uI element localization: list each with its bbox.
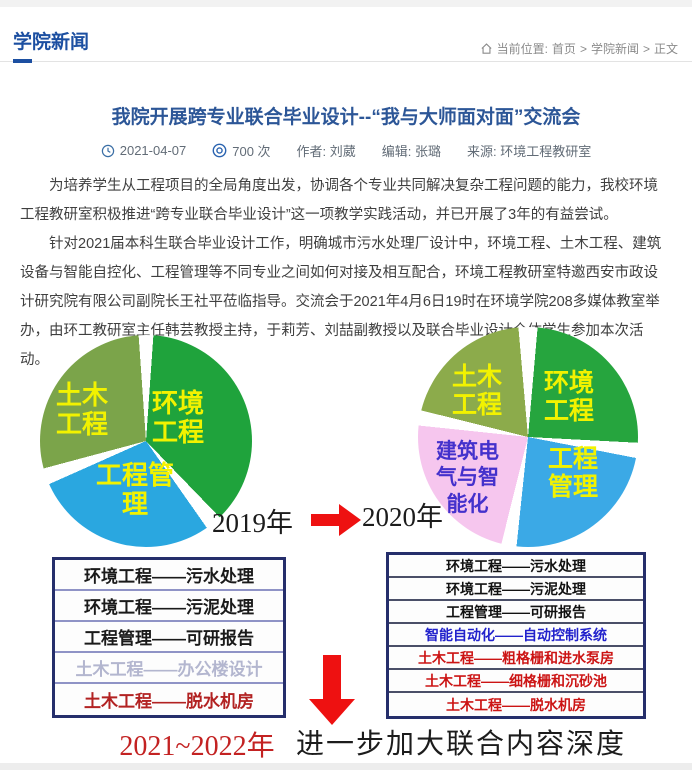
table-row: 土木工程——细格栅和沉砂池	[389, 670, 643, 693]
table-row: 环境工程——污水处理	[55, 560, 283, 591]
down-arrow-icon	[309, 655, 355, 725]
meta-views: 700 次	[212, 141, 271, 160]
topics-table-2020: 环境工程——污水处理 环境工程——污泥处理 工程管理——可研报告 智能自动化——…	[386, 552, 646, 719]
breadcrumb-link-home[interactable]: 首页	[551, 42, 576, 56]
header-divider	[0, 61, 692, 62]
article-meta: 2021-04-07 700 次 作者: 刘葳 编辑: 张璐 来源: 环境工程教…	[0, 141, 692, 160]
breadcrumb: 当前位置: 首页 > 学院新闻 > 正文	[480, 40, 678, 57]
top-strip	[0, 0, 692, 7]
table-row: 环境工程——污水处理	[389, 555, 643, 578]
page-title: 学院新闻	[13, 32, 90, 53]
meta-author: 作者: 刘葳	[296, 144, 356, 159]
table-row: 工程管理——可研报告	[55, 622, 283, 653]
table-row: 土木工程——脱水机房	[55, 684, 283, 715]
table-row: 工程管理——可研报告	[389, 601, 643, 624]
table-row: 土木工程——脱水机房	[389, 693, 643, 716]
article-title: 我院开展跨专业联合毕业设计--“我与大师面对面”交流会	[111, 107, 581, 128]
pie-2020-label-environmental-engineering: 环境 工程	[544, 369, 595, 425]
pie-chart-2020: 土木 工程 环境 工程 建筑电 气与智 能化 工程 管理	[418, 327, 638, 547]
table-row: 环境工程——污泥处理	[55, 591, 283, 622]
topics-table-2019: 环境工程——污水处理 环境工程——污泥处理 工程管理——可研报告 土木工程——办…	[52, 557, 286, 718]
right-arrow-icon	[311, 504, 361, 536]
paragraph-1: 为培养学生从工程项目的全局角度出发，协调各个专业共同解决复杂工程问题的能力，我校…	[20, 178, 658, 223]
clock-icon	[101, 144, 114, 157]
pie-2020-label-building-electrical-intelligence: 建筑电 气与智 能化	[436, 440, 499, 516]
meta-editor: 编辑: 张璐	[381, 144, 442, 159]
breadcrumb-link-news[interactable]: 学院新闻	[590, 42, 639, 56]
home-icon	[481, 43, 492, 54]
breadcrumb-prefix: 当前位置:	[496, 42, 548, 56]
pie-2019-label-engineering-management: 工程管 理	[96, 460, 175, 520]
pie-2019-label-environmental-engineering: 环境 工程	[152, 388, 205, 448]
table-row: 土木工程——办公楼设计	[55, 653, 283, 684]
header-accent-bar	[13, 59, 32, 63]
pie-2020-label-civil-engineering: 土木 工程	[452, 363, 503, 419]
year-label-2019: 2019年	[212, 508, 293, 538]
pie-chart-2019: 土木 工程 环境 工程 工程管 理	[40, 335, 252, 547]
table-row: 土木工程——粗格栅和进水泵房	[389, 647, 643, 670]
bottom-strip	[0, 763, 692, 770]
breadcrumb-current: 正文	[653, 42, 678, 56]
article-figure: 土木 工程 环境 工程 工程管 理 2019年 2020年 土木 工程 环境 工…	[0, 325, 692, 770]
page-header: 学院新闻 当前位置: 首页 > 学院新闻 > 正文	[0, 7, 692, 62]
pie-2019-label-civil-engineering: 土木 工程	[56, 380, 109, 440]
meta-date-text: 2021-04-07	[119, 143, 187, 158]
meta-views-text: 700 次	[232, 144, 271, 159]
pie-2020-label-engineering-management: 工程 管理	[548, 445, 599, 501]
figure-caption: 进一步加大联合内容深度	[296, 729, 627, 760]
meta-date: 2021-04-07	[101, 143, 187, 158]
table-row: 环境工程——污泥处理	[389, 578, 643, 601]
year-label-2020: 2020年	[362, 502, 443, 532]
year-range-label: 2021~2022年	[119, 731, 275, 762]
table-row: 智能自动化——自动控制系统	[389, 624, 643, 647]
breadcrumb-separator: >	[642, 41, 650, 56]
meta-source: 来源: 环境工程教研室	[467, 144, 592, 159]
views-icon	[212, 143, 227, 158]
breadcrumb-separator: >	[579, 41, 587, 56]
